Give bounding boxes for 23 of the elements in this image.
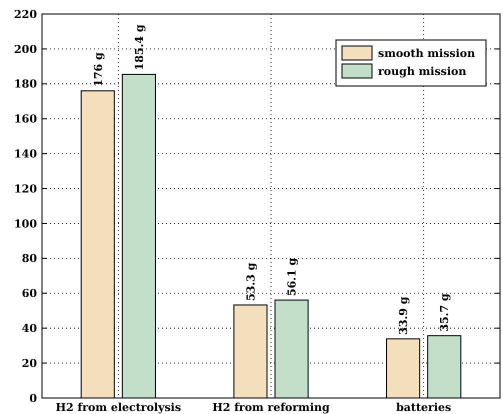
y-tick-label: 200 xyxy=(14,42,38,56)
x-tick-label: batteries xyxy=(396,401,452,414)
data-label: 56.1 g xyxy=(286,257,299,296)
y-tick-label: 60 xyxy=(22,287,38,300)
data-label: 33.9 g xyxy=(397,296,410,335)
data-label: 53.3 g xyxy=(244,262,258,301)
legend-label: rough mission xyxy=(378,64,466,78)
y-tick-label: 180 xyxy=(14,78,38,91)
x-tick-label: H2 from electrolysis xyxy=(56,401,182,414)
data-label: 176 g xyxy=(92,52,105,87)
y-tick-label: 100 xyxy=(14,217,38,230)
legend-label: smooth mission xyxy=(378,46,476,60)
y-tick-label: 140 xyxy=(14,147,38,160)
data-label: 35.7 g xyxy=(438,293,452,332)
x-tick-label: H2 from reforming xyxy=(212,401,330,414)
y-tick-label: 120 xyxy=(14,182,38,196)
y-tick-label: 80 xyxy=(22,252,38,266)
y-tick-label: 160 xyxy=(14,112,38,126)
y-tick-label: 220 xyxy=(14,8,38,21)
y-tick-label: 20 xyxy=(22,356,38,370)
y-tick-label: 40 xyxy=(22,322,38,336)
y-tick-label: 0 xyxy=(29,392,38,405)
data-label: 185.4 g xyxy=(132,24,146,70)
